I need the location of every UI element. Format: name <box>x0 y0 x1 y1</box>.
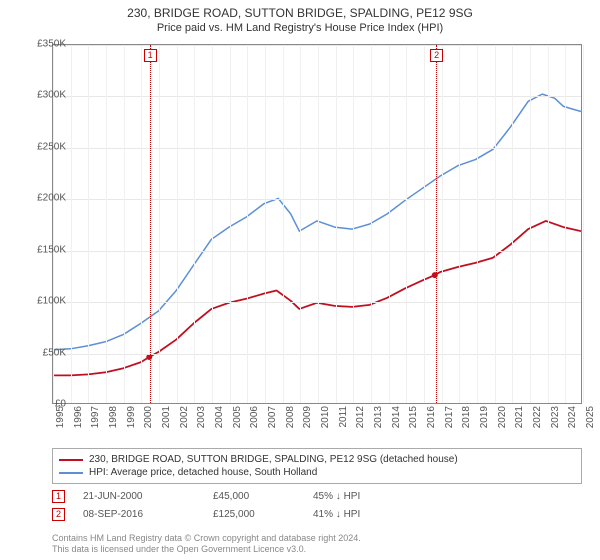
x-axis-label: 1996 <box>73 406 84 436</box>
chart-subtitle: Price paid vs. HM Land Registry's House … <box>0 20 600 38</box>
y-axis-label: £300K <box>20 90 66 101</box>
x-axis-label: 2018 <box>461 406 472 436</box>
sale-marker-icon: 1 <box>52 490 65 503</box>
legend-swatch-hpi <box>59 472 83 474</box>
x-axis-label: 2023 <box>550 406 561 436</box>
sale-price: £125,000 <box>213 509 313 520</box>
sale-date: 08-SEP-2016 <box>83 509 213 520</box>
y-axis-label: £350K <box>20 39 66 50</box>
sale-date: 21-JUN-2000 <box>83 491 213 502</box>
x-axis-label: 2014 <box>391 406 402 436</box>
x-axis-label: 2016 <box>426 406 437 436</box>
sale-marker-icon: 2 <box>52 508 65 521</box>
chart-container: 230, BRIDGE ROAD, SUTTON BRIDGE, SPALDIN… <box>0 0 600 560</box>
legend-label: 230, BRIDGE ROAD, SUTTON BRIDGE, SPALDIN… <box>89 454 458 465</box>
y-axis-label: £100K <box>20 296 66 307</box>
x-axis-label: 2007 <box>267 406 278 436</box>
sale-ref-marker: 2 <box>430 49 443 62</box>
x-axis-label: 2015 <box>408 406 419 436</box>
x-axis-label: 2009 <box>302 406 313 436</box>
x-axis-label: 2021 <box>514 406 525 436</box>
x-axis-label: 1998 <box>108 406 119 436</box>
footer-line: Contains HM Land Registry data © Crown c… <box>52 533 361 545</box>
footer: Contains HM Land Registry data © Crown c… <box>52 533 361 556</box>
x-axis-label: 2010 <box>320 406 331 436</box>
x-axis-label: 2006 <box>249 406 260 436</box>
y-axis-label: £250K <box>20 141 66 152</box>
y-axis-label: £50K <box>20 347 66 358</box>
x-axis-label: 2002 <box>179 406 190 436</box>
x-axis-label: 2020 <box>497 406 508 436</box>
sale-row: 2 08-SEP-2016 £125,000 41% ↓ HPI <box>52 508 582 521</box>
x-axis-label: 1997 <box>90 406 101 436</box>
plot-area: 12 <box>52 44 582 404</box>
x-axis-label: 2008 <box>285 406 296 436</box>
x-axis-label: 2012 <box>355 406 366 436</box>
x-axis-label: 2019 <box>479 406 490 436</box>
x-axis-label: 2017 <box>444 406 455 436</box>
x-axis-label: 2005 <box>232 406 243 436</box>
legend: 230, BRIDGE ROAD, SUTTON BRIDGE, SPALDIN… <box>52 448 582 484</box>
x-axis-label: 2004 <box>214 406 225 436</box>
y-axis-label: £150K <box>20 244 66 255</box>
sale-row: 1 21-JUN-2000 £45,000 45% ↓ HPI <box>52 490 582 503</box>
legend-row: HPI: Average price, detached house, Sout… <box>59 466 575 479</box>
legend-label: HPI: Average price, detached house, Sout… <box>89 467 317 478</box>
sale-price: £45,000 <box>213 491 313 502</box>
x-axis-label: 1995 <box>55 406 66 436</box>
x-axis-label: 2000 <box>143 406 154 436</box>
footer-line: This data is licensed under the Open Gov… <box>52 544 361 556</box>
x-axis-label: 2022 <box>532 406 543 436</box>
x-axis-label: 1999 <box>126 406 137 436</box>
sale-hpi-delta: 41% ↓ HPI <box>313 509 423 520</box>
x-axis-label: 2013 <box>373 406 384 436</box>
chart-title: 230, BRIDGE ROAD, SUTTON BRIDGE, SPALDIN… <box>0 0 600 20</box>
legend-row: 230, BRIDGE ROAD, SUTTON BRIDGE, SPALDIN… <box>59 453 575 466</box>
x-axis-label: 2001 <box>161 406 172 436</box>
line-series-svg <box>53 45 581 403</box>
x-axis-label: 2024 <box>567 406 578 436</box>
legend-swatch-property <box>59 459 83 461</box>
x-axis-label: 2025 <box>585 406 596 436</box>
sale-hpi-delta: 45% ↓ HPI <box>313 491 423 502</box>
x-axis-label: 2003 <box>196 406 207 436</box>
sale-ref-marker: 1 <box>144 49 157 62</box>
y-axis-label: £200K <box>20 193 66 204</box>
x-axis-label: 2011 <box>338 406 349 436</box>
